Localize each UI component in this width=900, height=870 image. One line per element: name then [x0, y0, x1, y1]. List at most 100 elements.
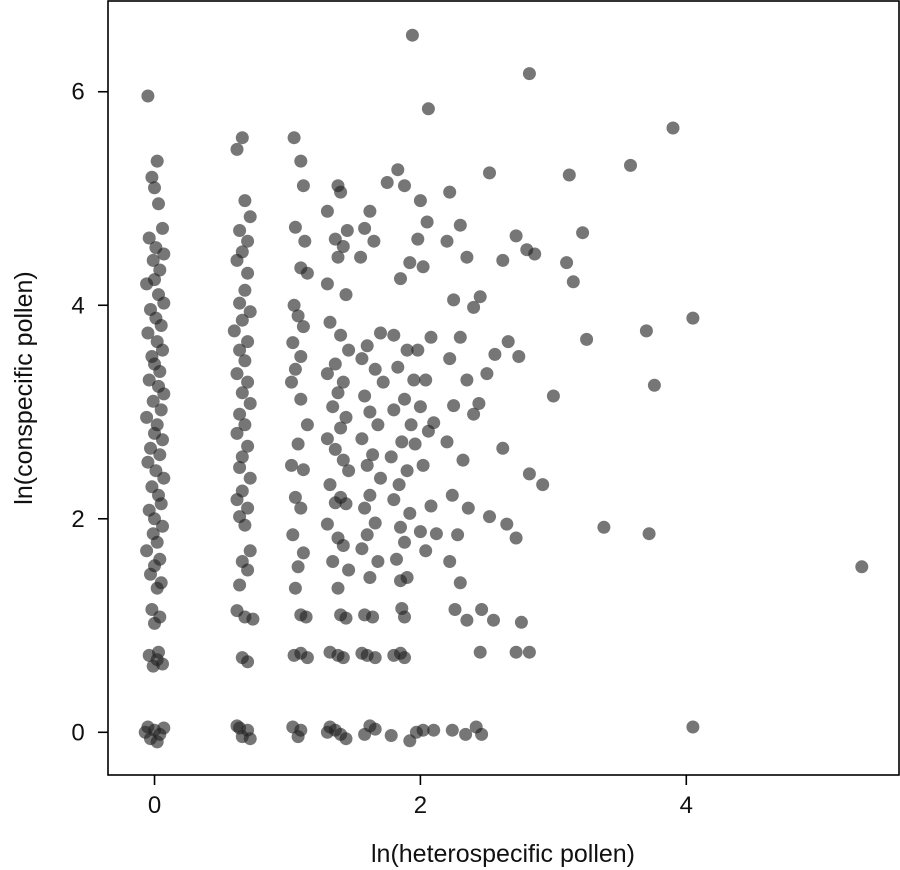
data-point	[424, 330, 438, 344]
data-point	[509, 229, 523, 243]
data-point	[443, 555, 457, 568]
data-point	[460, 250, 474, 264]
data-point	[398, 651, 411, 665]
data-point	[496, 253, 510, 267]
data-point	[334, 185, 348, 199]
data-point	[157, 296, 171, 310]
data-point	[459, 727, 473, 741]
data-point	[642, 527, 656, 541]
data-point	[291, 437, 305, 451]
data-point	[288, 581, 302, 595]
data-point	[360, 528, 374, 542]
data-point	[358, 501, 372, 515]
data-point	[473, 645, 487, 659]
data-point	[287, 298, 301, 312]
data-point	[243, 305, 257, 319]
data-point	[445, 723, 459, 737]
data-point	[398, 179, 411, 193]
data-point	[624, 158, 637, 172]
data-point	[145, 170, 159, 184]
data-point	[326, 400, 340, 414]
data-point	[339, 288, 353, 302]
data-point	[368, 722, 382, 736]
data-point	[141, 326, 155, 340]
data-point	[405, 28, 419, 42]
y-tick-label: 2	[71, 506, 84, 533]
data-point	[243, 732, 257, 746]
data-point	[339, 497, 353, 511]
y-tick-label: 0	[71, 719, 84, 746]
data-point	[238, 518, 252, 532]
data-points	[138, 28, 869, 749]
data-point	[331, 386, 345, 400]
data-point	[156, 343, 169, 357]
data-point	[358, 727, 372, 741]
data-point	[320, 517, 334, 531]
data-point	[299, 610, 313, 624]
data-point	[230, 142, 244, 156]
data-point	[404, 418, 418, 432]
data-point	[408, 437, 422, 451]
data-point	[294, 501, 308, 515]
data-point	[243, 471, 257, 485]
y-tick-label: 4	[71, 292, 84, 319]
data-point	[230, 719, 244, 733]
data-point	[157, 387, 171, 401]
data-point	[233, 296, 247, 310]
data-point	[154, 403, 168, 417]
data-point	[230, 367, 244, 381]
data-point	[320, 277, 334, 291]
data-point	[447, 399, 461, 413]
data-point	[288, 490, 302, 504]
data-point	[296, 546, 310, 560]
data-point	[246, 612, 260, 626]
data-point	[368, 651, 382, 665]
data-point	[384, 729, 398, 742]
data-point	[363, 488, 377, 502]
data-point	[144, 441, 157, 455]
data-point	[300, 651, 314, 665]
data-point	[320, 204, 334, 218]
data-point	[157, 471, 171, 485]
data-point	[855, 560, 869, 574]
data-point	[286, 336, 300, 350]
data-point	[355, 542, 369, 556]
y-axis: 0 2 4 6	[71, 79, 108, 746]
data-point	[241, 439, 255, 453]
data-point	[152, 645, 165, 659]
data-point	[241, 655, 255, 669]
data-point	[323, 478, 337, 492]
data-point	[355, 352, 369, 366]
data-point	[288, 362, 302, 376]
data-point	[336, 651, 350, 665]
data-point	[467, 407, 481, 421]
data-point	[391, 360, 405, 374]
data-point	[148, 181, 161, 195]
data-point	[366, 610, 380, 624]
data-point	[233, 343, 247, 357]
data-point	[512, 350, 526, 363]
data-point	[528, 247, 542, 261]
data-point	[287, 131, 301, 145]
data-point	[291, 560, 305, 574]
data-point	[475, 603, 489, 616]
data-point	[686, 311, 700, 325]
data-point	[241, 563, 255, 577]
data-point	[400, 343, 414, 357]
data-point	[238, 283, 252, 297]
data-point	[331, 581, 345, 595]
data-point	[445, 488, 459, 502]
data-point	[141, 89, 155, 103]
data-point	[597, 520, 611, 534]
data-point	[296, 179, 310, 193]
data-point	[448, 603, 462, 616]
data-point	[233, 578, 247, 592]
data-point	[156, 433, 169, 447]
data-point	[427, 723, 441, 737]
data-point	[285, 375, 298, 389]
data-point	[488, 347, 502, 361]
data-point	[156, 519, 169, 533]
data-point	[146, 394, 160, 408]
data-point	[483, 166, 496, 180]
data-point	[243, 544, 257, 558]
